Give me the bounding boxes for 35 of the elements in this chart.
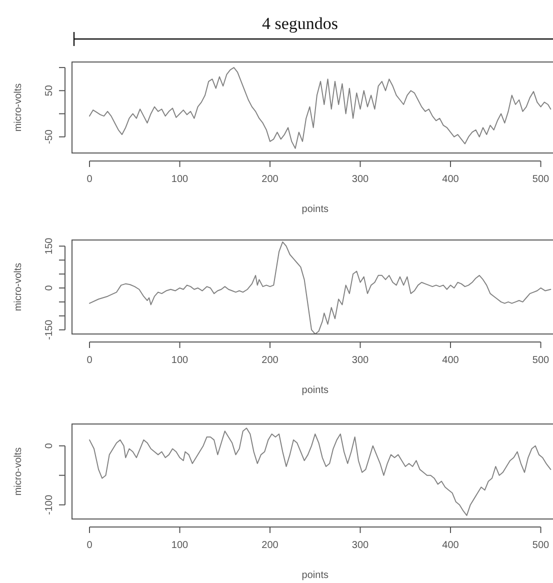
x-axis-title: points [302,570,328,581]
x-tick-label: 500 [532,355,550,366]
x-tick-label: 200 [262,540,279,551]
x-tick-label: 100 [171,540,189,551]
x-tick-label: 400 [442,355,460,366]
y-tick-label: 0 [44,284,55,291]
y-tick-label: -50 [44,129,55,144]
x-tick-label: 500 [532,540,550,551]
text: 4 segundos [262,14,338,33]
x-axis-title: points [302,385,328,396]
y-tick-label: 150 [44,237,55,254]
x-tick-label: 200 [262,355,279,366]
x-tick-label: 300 [352,174,370,185]
x-tick-label: 400 [442,540,460,551]
x-tick-label: 0 [86,355,93,366]
x-tick-label: 300 [352,355,370,366]
line-series [89,67,552,149]
x-tick-label: 400 [442,174,460,185]
x-tick-label: 300 [352,540,370,551]
x-axis-title: points [302,204,328,215]
x-tick-label: 100 [171,174,189,185]
line-series [89,241,552,334]
y-axis-title: micro-volts [13,447,24,496]
x-tick-label: 0 [86,174,93,185]
x-tick-label: 100 [171,355,189,366]
y-tick-label: -100 [44,494,55,515]
line-series [89,428,552,516]
y-tick-label: 50 [44,84,55,96]
x-tick-label: 0 [86,540,93,551]
x-tick-label: 500 [532,174,550,185]
y-tick-label: 0 [44,442,55,449]
x-tick-label: 200 [262,174,279,185]
y-tick-label: -150 [44,319,55,340]
y-axis-title: micro-volts [13,262,24,312]
y-axis-title: micro-volts [13,83,24,132]
